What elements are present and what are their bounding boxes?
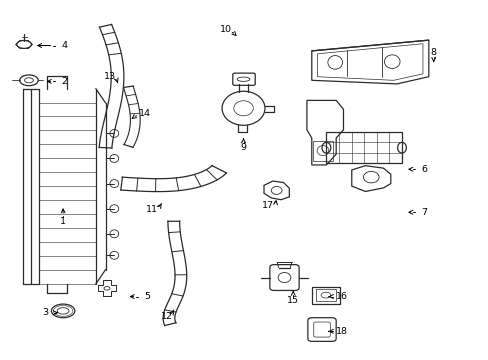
Text: 17: 17 — [262, 201, 273, 210]
Text: 11: 11 — [145, 205, 158, 214]
Text: 5: 5 — [143, 292, 150, 301]
Bar — [312, 140, 332, 161]
Text: 7: 7 — [420, 208, 426, 217]
Text: 1: 1 — [60, 217, 66, 226]
Text: 15: 15 — [286, 296, 299, 305]
Text: 12: 12 — [160, 312, 172, 321]
Bar — [326, 132, 401, 163]
Bar — [315, 289, 335, 301]
Text: 13: 13 — [104, 72, 116, 81]
Text: 2: 2 — [61, 77, 67, 86]
Text: 6: 6 — [420, 165, 426, 174]
Text: 8: 8 — [430, 48, 436, 57]
Text: 9: 9 — [240, 143, 246, 152]
Text: 10: 10 — [220, 25, 231, 34]
Text: 3: 3 — [42, 308, 48, 317]
Bar — [311, 287, 339, 304]
Text: 4: 4 — [61, 41, 67, 50]
Text: 16: 16 — [335, 292, 347, 301]
Text: 18: 18 — [335, 327, 347, 336]
Text: 14: 14 — [138, 109, 150, 118]
